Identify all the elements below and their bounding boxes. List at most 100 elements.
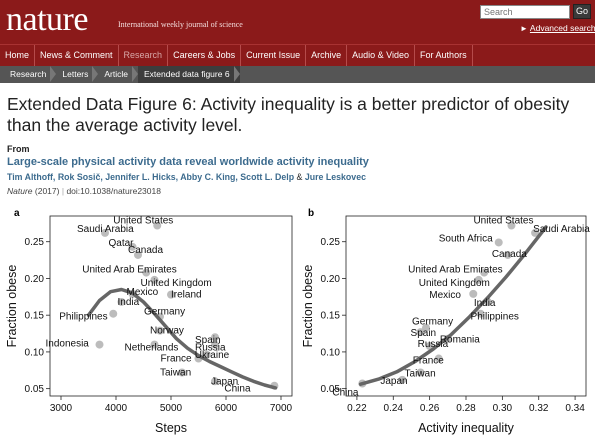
panel-b-y-tick-label: 0.05	[321, 384, 341, 395]
panel-b-point-label: United Arab Emirates	[408, 265, 503, 276]
panel-b-data-point	[494, 238, 503, 247]
panel-a-data-point	[101, 228, 109, 237]
panel-b-x-tick-label: 0.34	[565, 403, 585, 414]
panel-b-point-label: Russia	[418, 339, 449, 350]
panel-a-data-point	[128, 242, 137, 251]
panel-b-data-point	[416, 328, 425, 337]
panel-a-x-tick-label: 4000	[105, 403, 128, 414]
panel-a-point-label: Saudi Arabia	[77, 224, 134, 235]
panel-a-point-label: Canada	[128, 245, 163, 256]
panel-a-data-point	[142, 268, 151, 277]
panel-b-y-tick-label: 0.15	[321, 311, 341, 322]
panel-a-point-label: France	[161, 354, 193, 365]
breadcrumb: Research Letters Article Extended data f…	[0, 66, 595, 83]
search-input[interactable]	[480, 5, 570, 19]
advanced-search-link[interactable]: ► Advanced search	[520, 23, 595, 33]
panel-a-x-tick-label: 7000	[270, 403, 293, 414]
panel-b-data-point	[531, 228, 540, 237]
arrow-right-icon: ►	[520, 24, 528, 33]
panel-a-point-label: Russia	[195, 343, 226, 354]
panel-b-x-tick-label: 0.32	[529, 403, 549, 414]
panel-a-y-tick-label: 0.20	[25, 274, 45, 285]
nav-item-careers-jobs[interactable]: Careers & Jobs	[168, 45, 242, 66]
masthead: nature International weekly journal of s…	[0, 0, 595, 44]
search-go-button[interactable]: Go	[573, 4, 591, 19]
author-list: Tim Althoff, Rok Sosič, Jennifer L. Hick…	[7, 172, 366, 182]
panel-b-label: b	[308, 208, 315, 219]
panel-b-data-point	[398, 375, 407, 384]
panel-b-point-label: Canada	[492, 249, 527, 260]
panel-b-x-tick-label: 0.22	[347, 403, 367, 414]
panel-a-point-label: Ireland	[171, 290, 202, 301]
panel-a-point-label: United Arab Emirates	[82, 265, 177, 276]
panel-b-point-label: China	[332, 388, 359, 399]
panel-a-data-point	[178, 368, 186, 377]
panel-b-point-label: Romania	[440, 335, 480, 346]
breadcrumb-current: Extended data figure 6	[138, 66, 240, 83]
doi-link[interactable]: doi:10.1038/nature23018	[66, 186, 161, 196]
panel-a-data-point	[167, 290, 175, 299]
panel-b-fit-curve	[358, 225, 548, 386]
panel-a-point-label: Netherlands	[125, 343, 179, 354]
panel-a-point-label: United States	[113, 216, 173, 227]
panel-a-point-label: Indonesia	[46, 339, 90, 350]
panel-a-point-label: India	[118, 297, 140, 308]
panel-a-point-label: China	[224, 384, 251, 395]
panel-a-x-tick-label: 3000	[50, 403, 73, 414]
panel-b-point-label: France	[413, 356, 445, 367]
panel-b-y-tick-label: 0.10	[321, 347, 341, 358]
panel-a-x-tick-label: 6000	[215, 403, 238, 414]
nav-item-current-issue[interactable]: Current Issue	[241, 45, 307, 66]
authors-main[interactable]: Tim Althoff, Rok Sosič, Jennifer L. Hick…	[7, 172, 295, 182]
nav-item-for-authors[interactable]: For Authors	[415, 45, 473, 66]
panel-a-data-point	[109, 309, 118, 318]
breadcrumb-letters[interactable]: Letters	[56, 66, 99, 83]
panel-a-y-tick-label: 0.25	[25, 237, 45, 248]
panel-a-data-point	[153, 221, 162, 230]
nav-item-home[interactable]: Home	[0, 45, 36, 66]
nav-item-audio-video[interactable]: Audio & Video	[347, 45, 416, 66]
nature-logo[interactable]: nature	[6, 1, 88, 38]
panel-b-data-point	[476, 309, 485, 318]
nav-item-archive[interactable]: Archive	[306, 45, 348, 66]
panel-b-y-axis-label: Fraction obese	[301, 265, 315, 348]
panel-b-point-label: Japan	[380, 376, 407, 387]
panel-b-point-label: Saudi Arabia	[533, 224, 590, 235]
nav-item-research[interactable]: Research	[119, 45, 169, 66]
panel-b-point-label: United Kingdom	[419, 278, 490, 289]
panel-b-x-tick-label: 0.24	[384, 403, 404, 414]
authors-last[interactable]: Jure Leskovec	[304, 172, 366, 182]
panel-b-point-label: Philippines	[471, 312, 519, 323]
panel-b-point-label: United States	[473, 216, 533, 227]
panel-a-point-label: Mexico	[127, 287, 159, 298]
article-title-link[interactable]: Large-scale physical activity data revea…	[7, 156, 369, 168]
panel-a-point-label: Philippines	[59, 312, 107, 323]
journal-year: (2017)	[34, 186, 60, 196]
panel-a-y-axis-label: Fraction obese	[5, 265, 19, 348]
panel-b-y-tick-label: 0.25	[321, 237, 341, 248]
breadcrumb-article[interactable]: Article	[98, 66, 138, 83]
authors-amp: &	[296, 172, 303, 182]
panel-b-x-tick-label: 0.28	[456, 403, 476, 414]
panel-b-data-point	[469, 289, 478, 298]
panel-b-data-point	[416, 368, 425, 377]
panel-b-data-point	[480, 268, 489, 277]
panel-b-point-label: Spain	[411, 328, 437, 339]
panel-b-x-tick-label: 0.30	[493, 403, 513, 414]
panel-b-data-point	[507, 221, 516, 230]
panel-a-data-point	[202, 350, 211, 359]
panel-a-data-point	[117, 297, 126, 306]
nav-item-news-comment[interactable]: News & Comment	[35, 45, 119, 66]
citation: Nature (2017) | doi:10.1038/nature23018	[7, 186, 161, 196]
breadcrumb-research[interactable]: Research	[4, 66, 57, 83]
citation-separator: |	[61, 186, 65, 196]
panel-b-data-point	[503, 250, 512, 259]
panel-a-data-point	[150, 340, 159, 349]
panel-a-point-label: United Kingdom	[141, 278, 212, 289]
panel-a-y-tick-label: 0.10	[25, 347, 45, 358]
panel-a-data-point	[211, 340, 219, 349]
advanced-search-label: Advanced search	[529, 23, 595, 33]
panel-b-x-tick-label: 0.26	[420, 403, 440, 414]
panel-a-x-axis-label: Steps	[155, 421, 187, 435]
